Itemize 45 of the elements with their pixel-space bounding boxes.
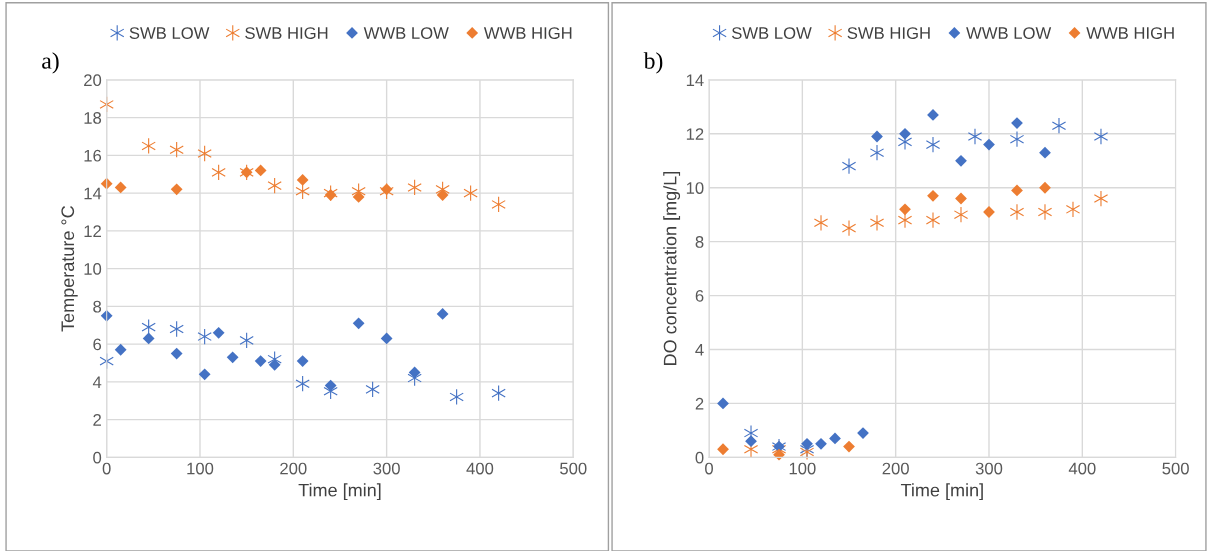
x-tick-label: 100 — [789, 462, 816, 475]
legend-label: SWB LOW — [731, 27, 812, 39]
x-axis-title: Time [min] — [298, 483, 381, 501]
x-tick-label: 300 — [373, 462, 400, 475]
x-tick-label: 500 — [560, 462, 587, 475]
y-tick-label: 8 — [695, 236, 704, 248]
y-axis-title: Temperature °C — [61, 205, 78, 332]
y-tick-label: 16 — [84, 149, 102, 162]
text: b) — [643, 52, 663, 74]
y-tick-label: 4 — [695, 344, 704, 356]
x-tick-label: 500 — [1162, 462, 1189, 475]
x-tick-label: 100 — [187, 462, 214, 475]
x-tick-label: 0 — [705, 462, 713, 475]
y-tick-label: 12 — [84, 225, 101, 237]
legend-label: WWB LOW — [363, 27, 449, 39]
y-tick-label: 2 — [93, 413, 101, 426]
y-tick-label: 10 — [686, 182, 704, 194]
x-tick-label: 0 — [102, 462, 111, 475]
x-tick-label: 300 — [975, 462, 1003, 475]
y-tick-label: 4 — [92, 376, 102, 388]
y-tick-label: 12 — [686, 128, 704, 140]
x-tick-label: 200 — [280, 462, 307, 475]
y-tick-label: 8 — [93, 300, 102, 313]
text: a) — [42, 52, 59, 74]
legend-label: SWB HIGH — [847, 27, 930, 39]
y-tick-label: 0 — [93, 451, 102, 464]
y-tick-label: 6 — [695, 289, 704, 302]
y-tick-label: 2 — [695, 397, 704, 410]
x-axis-title: Time [min] — [900, 483, 983, 501]
y-tick-label: 20 — [84, 74, 102, 87]
legend-label: WWB HIGH — [1086, 27, 1174, 39]
y-tick-label: 6 — [93, 338, 102, 351]
legend-label: SWB HIGH — [245, 27, 328, 39]
y-tick-label: 14 — [84, 187, 102, 200]
y-tick-label: 10 — [84, 263, 102, 275]
x-tick-label: 400 — [1068, 462, 1096, 475]
y-tick-label: 14 — [686, 74, 704, 86]
y-tick-label: 0 — [695, 451, 704, 464]
legend-label: WWB HIGH — [483, 27, 572, 39]
y-tick-label: 18 — [84, 112, 102, 124]
y-axis-title: DO concentration [mg/L] — [663, 172, 681, 365]
legend-label: WWB LOW — [966, 27, 1052, 39]
x-tick-label: 200 — [882, 462, 909, 475]
legend-label: SWB LOW — [129, 27, 210, 39]
x-tick-label: 400 — [466, 462, 494, 475]
